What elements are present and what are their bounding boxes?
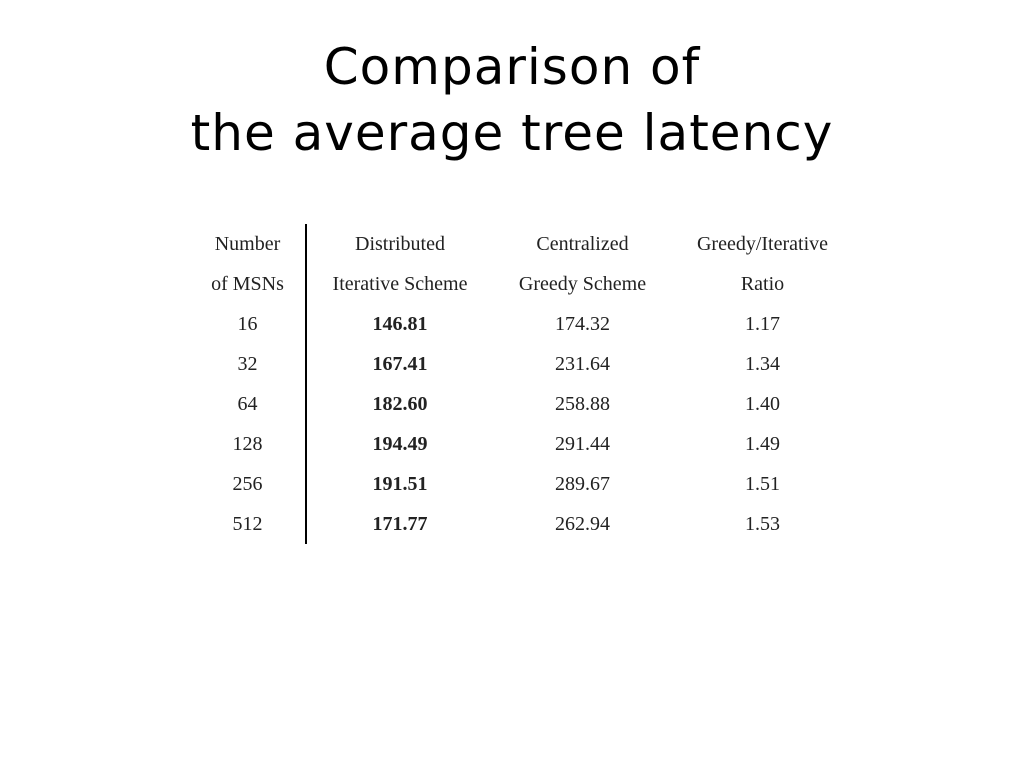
ratio-cell: 1.40 <box>745 393 780 415</box>
greedy-latency-cell: 289.67 <box>555 473 610 495</box>
greedy-latency-cell: 291.44 <box>555 433 610 455</box>
ratio-cell: 1.34 <box>745 353 780 375</box>
table-row: 512 171.77 262.94 1.53 <box>190 504 850 544</box>
iterative-latency-cell: 194.49 <box>372 433 428 455</box>
ratio-cell: 1.51 <box>745 473 780 495</box>
header-cell: of MSNs <box>211 273 284 295</box>
table-row: 16 146.81 174.32 1.17 <box>190 304 850 344</box>
latency-table: Number Distributed Centralized Greedy/It… <box>190 224 850 544</box>
header-cell: Number <box>214 233 281 255</box>
greedy-latency-cell: 262.94 <box>555 513 610 535</box>
ratio-cell: 1.53 <box>745 513 780 535</box>
msn-count-cell: 128 <box>232 433 263 455</box>
header-cell: Ratio <box>740 273 785 295</box>
table-row: 256 191.51 289.67 1.51 <box>190 464 850 504</box>
iterative-latency-cell: 191.51 <box>372 473 428 495</box>
header-cell: Greedy Scheme <box>518 273 647 295</box>
greedy-latency-cell: 174.32 <box>555 313 610 335</box>
header-cell: Iterative Scheme <box>332 273 468 295</box>
iterative-latency-cell: 167.41 <box>372 353 428 375</box>
title-line-1: Comparison of <box>323 38 701 96</box>
greedy-latency-cell: 231.64 <box>555 353 610 375</box>
msn-count-cell: 16 <box>237 313 258 335</box>
table-row: 128 194.49 291.44 1.49 <box>190 424 850 464</box>
ratio-cell: 1.17 <box>745 313 780 335</box>
iterative-latency-cell: 146.81 <box>372 313 428 335</box>
msn-count-cell: 512 <box>232 513 263 535</box>
msn-count-cell: 256 <box>232 473 263 495</box>
ratio-cell: 1.49 <box>745 433 780 455</box>
msn-count-cell: 64 <box>237 393 258 415</box>
greedy-latency-cell: 258.88 <box>555 393 610 415</box>
header-cell: Greedy/Iterative <box>696 233 829 255</box>
header-row-2: of MSNs Iterative Scheme Greedy Scheme R… <box>190 264 850 304</box>
column-divider <box>305 224 307 544</box>
slide-title: Comparison of the average tree latency <box>0 34 1024 166</box>
header-cell: Distributed <box>355 233 445 255</box>
table-row: 64 182.60 258.88 1.40 <box>190 384 850 424</box>
table-row: 32 167.41 231.64 1.34 <box>190 344 850 384</box>
iterative-latency-cell: 171.77 <box>372 513 428 535</box>
iterative-latency-cell: 182.60 <box>372 393 428 415</box>
header-row-1: Number Distributed Centralized Greedy/It… <box>190 224 850 264</box>
header-cell: Centralized <box>536 233 629 255</box>
title-line-2: the average tree latency <box>190 104 834 162</box>
msn-count-cell: 32 <box>237 353 258 375</box>
